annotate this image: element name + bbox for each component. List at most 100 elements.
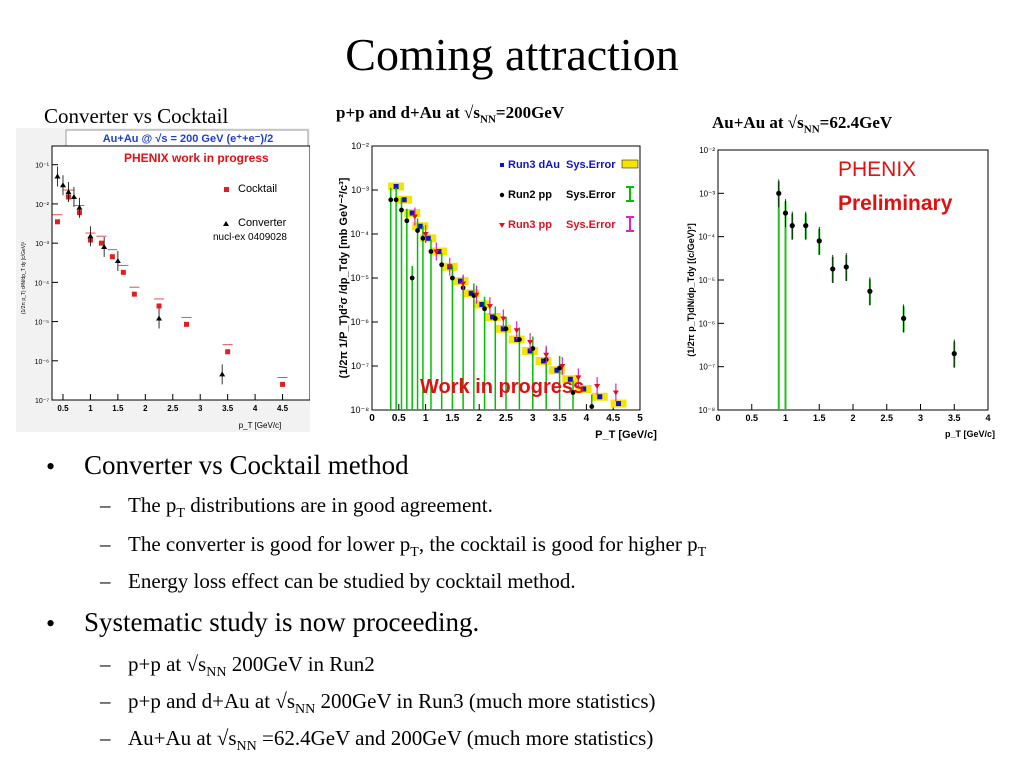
legend-converter-label: Converter [238,217,287,229]
right-caption-part-a: Au+Au at √s [712,113,804,132]
sub-bullet-marker: – [100,689,111,713]
chart-reference: nucl-ex 0409028 [213,232,287,243]
x-tick-label: 3 [918,413,923,423]
sub-bullet-item: Energy loss effect can be studied by coc… [128,569,576,593]
cocktail-point [280,381,286,387]
pp-run3-point [500,316,507,322]
middle-caption-part-a: p+p and d+Au at √s [336,103,480,122]
right-caption-part-b: =62.4GeV [819,113,893,132]
pp-run2-point [415,228,420,233]
dau-point [514,337,520,343]
x-axis-label: P_T [GeV/c] [595,429,657,441]
pp-run2-point [450,275,455,281]
y-tick-label: 10⁻¹ [35,163,49,170]
cocktail-point [120,269,126,275]
y-tick-label: 10⁻³ [351,185,369,195]
pp-run2-point [557,365,562,371]
pp-run3-point [559,364,566,369]
x-tick-label: 1 [423,413,429,424]
cocktail-point [225,349,231,355]
dau-point [490,314,496,320]
x-tick-label: 0.5 [57,404,69,413]
pp-run3-point [543,352,550,358]
y-axis-label: (1/2π p_T)dN/dp_Tdy [(c/GeV)²] [686,223,696,356]
y-tick-label: 10⁻⁶ [699,319,715,328]
pp-run3-point [473,292,480,298]
sub-bullet-item: Au+Au at √sNN =62.4GeV and 200GeV (much … [128,726,654,755]
legend-converter-marker [223,221,229,226]
dau-point [616,401,622,407]
x-tick-label: 4.5 [606,413,620,424]
work-in-progress-label: Work in progress [420,376,584,398]
dau-point [436,249,442,255]
x-tick-label: 3 [198,404,203,413]
legend-marker [499,223,505,228]
x-tick-label: 1 [783,413,788,423]
right-panel-caption: Au+Au at √sNN=62.4GeV [712,113,892,135]
data-point [803,223,809,229]
cocktail-point [98,240,104,246]
dau-point [541,358,547,364]
y-tick-label: 10⁻⁷ [699,363,715,372]
data-point [830,266,836,272]
x-tick-label: 1.5 [112,404,124,413]
slide-title: Coming attraction [345,29,679,80]
x-tick-label: 2 [476,413,482,424]
pp-run2-point [517,337,522,342]
chart-note: PHENIX work in progress [124,151,269,165]
y-tick-label: 10⁻⁸ [350,405,369,415]
x-tick-label: 3.5 [222,404,234,413]
dau-point [500,326,506,332]
pp-dau-chart: 0 0.5 1 1.5 2 2.5 3 3.5 4 4.5 5 10⁻⁸ 10⁻⁷ 10⁻⁶ 10⁻⁵ 10⁻… [338,141,657,441]
sub-bullet-marker: – [100,569,111,593]
auau-624-chart: 0 0.5 1 1.5 2 2.5 3 3.5 4 10⁻⁸ 10⁻⁷ 10⁻⁶ 10⁻⁵ 10⁻⁴ 10⁻… [686,146,995,439]
y-tick-label: 10⁻⁵ [35,320,49,327]
pp-run2-point [439,262,445,268]
dau-point [393,184,399,190]
dau-point [479,301,485,307]
legend-cocktail-marker [224,187,229,192]
x-tick-label: 1.5 [445,413,459,424]
dau-point [417,223,423,229]
y-tick-label: 10⁻⁴ [698,233,715,242]
data-point [789,223,795,229]
bullet-marker: • [46,452,56,481]
cocktail-point [54,219,60,225]
sub-bullet-item: p+p and d+Au at √sNN 200GeV in Run3 (muc… [128,689,656,718]
y-axis-label: (1/2π p_T) d²N/dp_T dy [c/GeV]² [21,242,27,315]
y-tick-label: 10⁻⁵ [699,276,715,285]
y-tick-label: 10⁻² [699,146,715,155]
x-tick-label: 3.5 [948,413,961,423]
legend-marker [500,163,504,167]
plot-frame [51,145,310,401]
dau-point [468,290,474,296]
dau-point [581,386,587,392]
cocktail-point [131,291,137,297]
middle-panel-caption: p+p and d+Au at √sNN=200GeV [336,103,564,125]
x-tick-label: 2.5 [499,413,513,424]
x-tick-label: 4 [253,404,258,413]
bullet-item: Converter vs Cocktail method [84,450,409,480]
dau-point [554,367,560,373]
y-tick-label: 10⁻⁷ [35,398,49,405]
x-tick-label: 0.5 [392,413,406,424]
dau-point [457,278,463,284]
cocktail-point [183,321,189,327]
bullet-item: Systematic study is now proceeding. [84,607,480,637]
legend-error-label: Sys.Error [566,189,616,201]
y-tick-label: 10⁻⁴ [35,280,50,287]
pp-run2-point [393,197,399,203]
data-point [843,264,849,270]
dau-point [425,235,431,241]
middle-caption-sub: NN [480,113,496,126]
y-axis-label: (1/2π 1/P_T)d²σ /dp_Tdy [mb GeV⁻²/c³] [338,177,350,378]
sub-bullet-item: The converter is good for lower pT, the … [128,532,707,561]
pp-run2-point [503,326,509,332]
y-tick-label: 10⁻³ [699,189,715,198]
pp-run3-point [486,304,493,310]
data-point [901,315,907,321]
legend-series-label: Run3 pp [508,219,552,231]
pp-run2-point [570,390,576,395]
legend-marker [499,192,505,198]
pp-run2-point [409,275,415,281]
